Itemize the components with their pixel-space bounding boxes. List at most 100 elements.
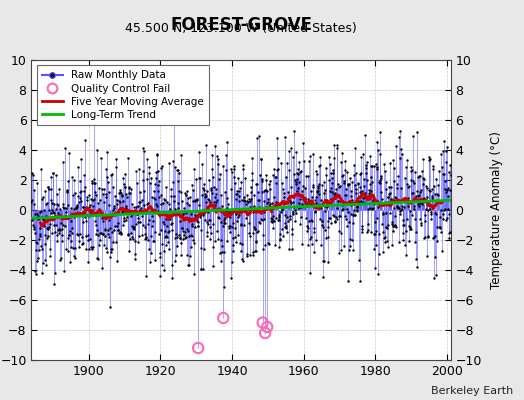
Point [239,166,247,172]
Point [248,170,256,176]
Point [368,162,377,169]
Point [46,197,54,204]
Point [406,208,414,214]
Point [419,156,428,162]
Point [98,215,106,221]
Point [371,231,379,237]
Point [444,234,453,241]
Point [224,201,232,208]
Point [54,209,62,216]
Point [150,181,159,188]
Point [312,236,320,243]
Point [99,191,107,197]
Point [296,221,304,228]
Point [60,204,68,211]
Point [384,194,392,200]
Point [368,206,376,212]
Point [303,173,312,179]
Point [412,264,421,270]
Point [129,236,137,242]
Point [145,164,153,170]
Point [309,182,317,188]
Point [186,253,194,259]
Point [284,188,292,195]
Point [340,180,348,186]
Point [260,198,269,204]
Point [347,201,355,208]
Point [43,184,52,190]
Point [405,183,413,190]
Point [254,219,263,226]
Point [370,245,378,252]
Point [257,178,266,184]
Point [57,254,66,261]
Point [145,246,153,252]
Point [277,209,285,216]
Point [124,248,133,254]
Point [108,184,117,190]
Point [407,176,416,183]
Point [143,175,151,182]
Point [362,162,370,168]
Point [413,128,421,135]
Point [325,154,333,160]
Point [109,207,117,214]
Point [241,206,249,212]
Point [134,215,142,222]
Point [418,180,427,187]
Point [258,176,267,182]
Point [403,216,411,222]
Point [203,209,212,215]
Point [278,206,287,212]
Point [158,241,166,248]
Point [29,172,37,178]
Point [271,203,279,209]
Point [256,220,264,226]
Point [303,241,312,248]
Point [92,231,100,237]
Point [168,220,176,226]
Point [183,252,191,258]
Point [223,139,231,146]
Point [200,181,209,188]
Point [36,225,45,232]
Point [224,207,232,213]
Point [225,222,234,229]
Point [39,216,47,222]
Point [242,215,250,222]
Point [331,213,340,220]
Point [35,209,43,216]
Point [94,256,102,262]
Point [441,178,449,184]
Point [28,216,36,223]
Point [250,224,258,230]
Point [156,273,165,279]
Point [148,194,157,201]
Point [197,226,205,233]
Point [438,164,446,170]
Point [119,222,127,229]
Point [268,218,277,224]
Point [332,186,341,192]
Point [159,209,167,215]
Point [190,197,199,203]
Point [106,254,114,260]
Point [213,228,221,234]
Point [40,257,49,264]
Point [270,174,279,180]
Point [99,218,107,224]
Point [222,152,230,158]
Point [330,142,338,149]
Point [382,186,390,192]
Point [90,180,99,186]
Point [53,227,62,233]
Point [316,216,324,222]
Point [363,159,372,166]
Point [82,204,90,210]
Point [252,239,260,246]
Point [444,206,452,212]
Point [299,197,308,204]
Point [151,196,159,202]
Point [184,262,193,268]
Point [327,219,335,226]
